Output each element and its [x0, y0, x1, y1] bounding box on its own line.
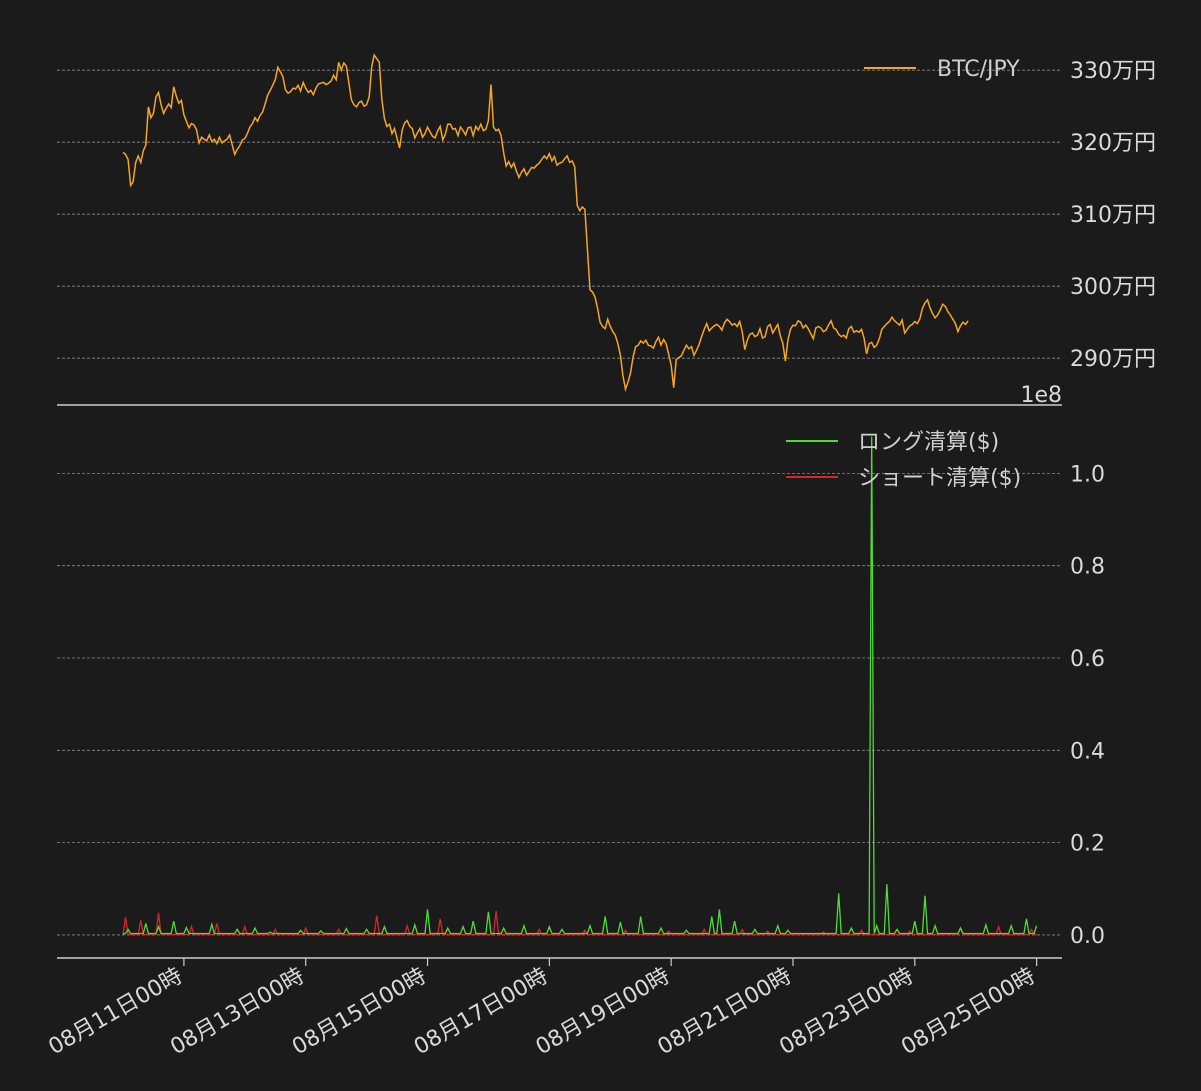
price-y-tick-label: 330万円 — [1070, 59, 1156, 84]
price-y-tick-label: 310万円 — [1070, 203, 1156, 228]
price-panel: 290万円 300万円 310万円 320万円 330万円 1e8 BTC/JPY — [57, 53, 1156, 408]
liquidation-y-tick-label: 0.4 — [1070, 739, 1105, 764]
legend-btcjpy-label: BTC/JPY — [937, 57, 1020, 82]
legend-long-label: ロング清算($) — [858, 430, 999, 455]
price-y-tick-label: 320万円 — [1070, 131, 1156, 156]
liquidation-legend: ロング清算($) ショート清算($) — [786, 430, 1021, 491]
price-y-tick-label: 290万円 — [1070, 347, 1156, 372]
short-liquidation-line — [122, 910, 1037, 936]
liquidation-y-tick-label: 1.0 — [1070, 462, 1105, 487]
liquidation-y-tick-label: 0.2 — [1070, 832, 1105, 857]
liquidation-y-tick-label: 0.0 — [1070, 924, 1105, 949]
price-y-tick-labels: 290万円 300万円 310万円 320万円 330万円 — [1070, 59, 1156, 372]
btcjpy-line — [122, 53, 969, 393]
price-offset-text: 1e8 — [1020, 383, 1062, 408]
legend-short-label: ショート清算($) — [858, 466, 1021, 491]
price-y-tick-label: 300万円 — [1070, 275, 1156, 300]
liquidation-y-tick-labels: 0.0 0.2 0.4 0.6 0.8 1.0 — [1070, 462, 1105, 949]
long-liquidation-line — [123, 436, 1038, 935]
price-gridlines — [57, 69, 1062, 359]
price-legend: BTC/JPY — [864, 57, 1020, 82]
liquidation-y-tick-label: 0.6 — [1070, 647, 1105, 672]
liquidation-y-tick-label: 0.8 — [1070, 555, 1105, 580]
